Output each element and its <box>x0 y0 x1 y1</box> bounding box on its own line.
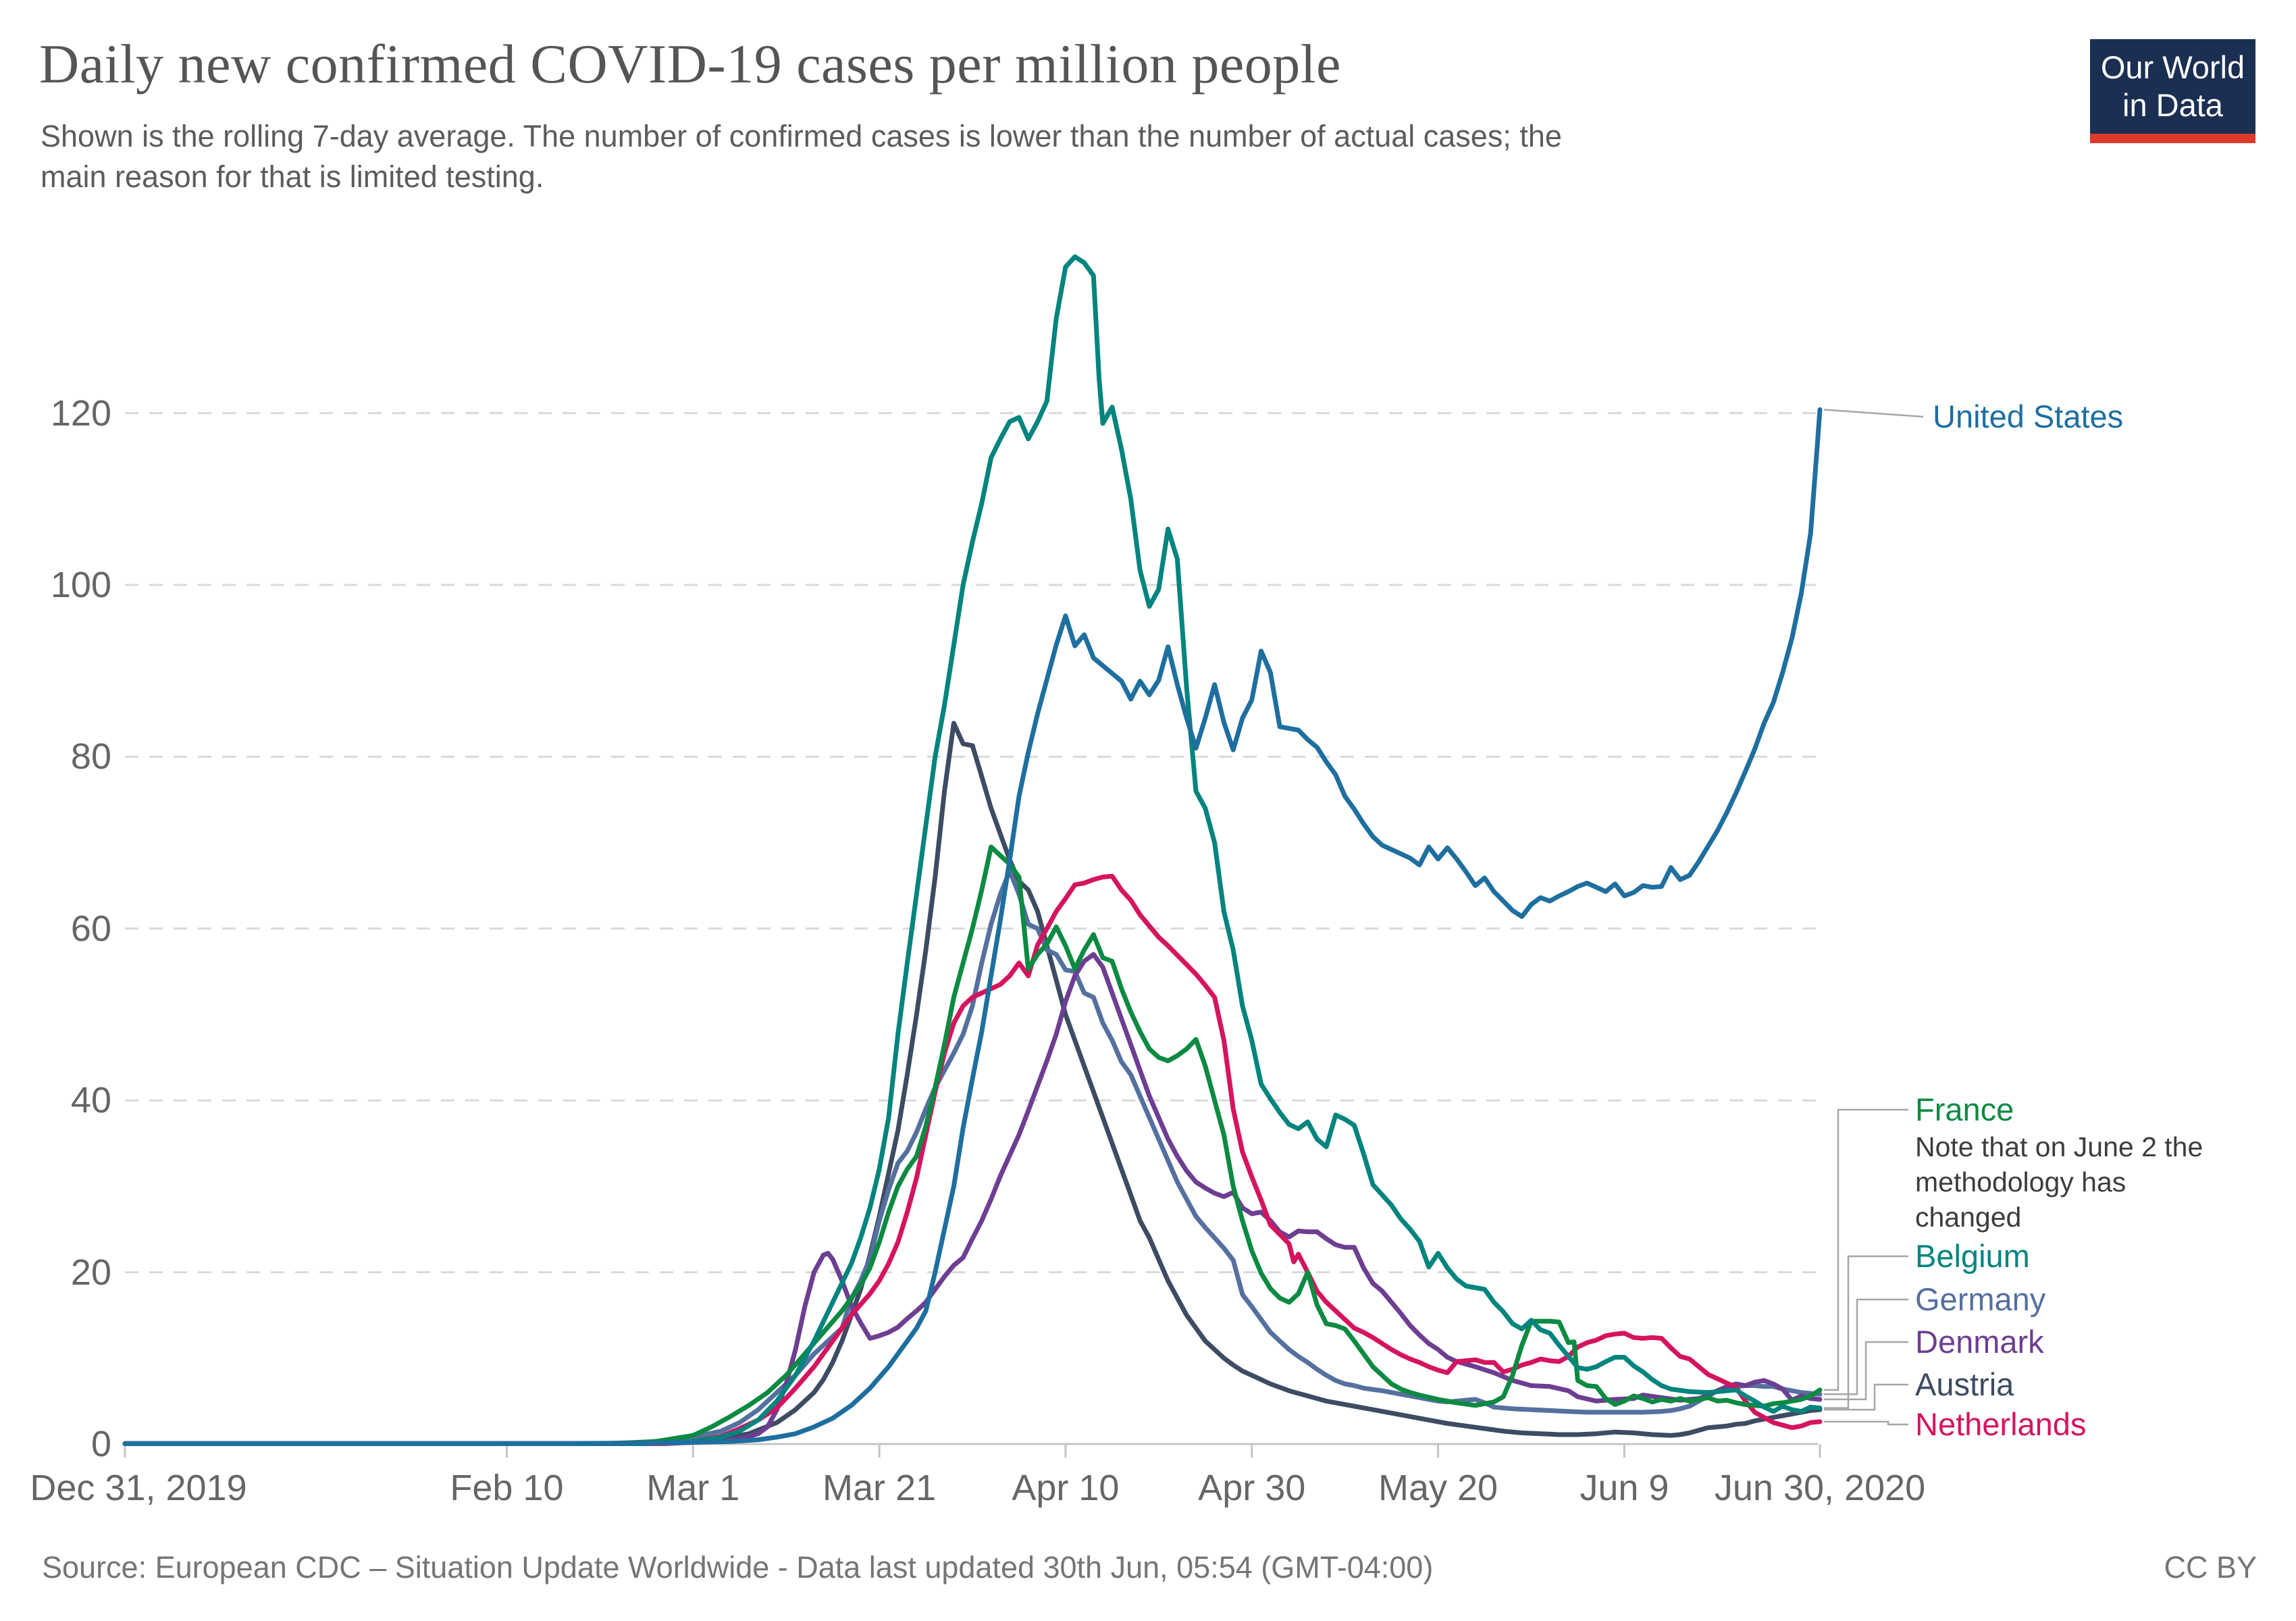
chart-title: Daily new confirmed COVID-19 cases per m… <box>39 33 1341 95</box>
series-line-belgium[interactable] <box>122 254 1823 1446</box>
owid-logo-line2: in Data <box>2122 87 2223 123</box>
series-label-austria[interactable]: Austria <box>1915 1366 2014 1402</box>
x-tick-label: Mar 1 <box>646 1468 740 1508</box>
x-tick-label: Dec 31, 2019 <box>30 1468 247 1508</box>
y-tick-label-20: 20 <box>70 1252 111 1293</box>
y-tick-label-0: 0 <box>90 1424 111 1464</box>
legend-connector-united-states <box>1823 409 1924 418</box>
series-line-austria[interactable] <box>122 721 1823 1446</box>
series-label-netherlands[interactable]: Netherlands <box>1915 1406 2087 1442</box>
annotation-note-line1: Note that on June 2 the <box>1915 1131 2203 1162</box>
series-label-belgium[interactable]: Belgium <box>1915 1238 2030 1274</box>
series-label-germany[interactable]: Germany <box>1915 1281 2046 1317</box>
y-tick-label-100: 100 <box>50 565 111 605</box>
series-label-france[interactable]: France <box>1915 1091 2014 1127</box>
series-line-denmark[interactable] <box>122 952 1823 1446</box>
y-tick-label-120: 120 <box>50 392 111 434</box>
legend-connector-belgium <box>1824 1255 1908 1409</box>
series-line-united-states[interactable] <box>122 407 1823 1446</box>
x-tick-label: May 20 <box>1378 1468 1498 1508</box>
series-line-germany[interactable] <box>122 869 1823 1446</box>
x-tick-label: Apr 30 <box>1198 1468 1306 1508</box>
annotation-note-line2: methodology has <box>1915 1166 2127 1198</box>
source-note: Source: European CDC – Situation Update … <box>42 1550 1434 1585</box>
legend-connector-denmark <box>1824 1341 1908 1401</box>
legend-connector-france <box>1824 1108 1908 1391</box>
owid-logo-line1: Our World <box>2100 49 2245 85</box>
series-label-united-states[interactable]: United States <box>1933 398 2124 434</box>
chart-subtitle-line2: main reason for that is limited testing. <box>41 159 544 194</box>
x-tick-label: Jun 30, 2020 <box>1714 1468 1926 1508</box>
x-tick-label: Mar 21 <box>823 1468 937 1508</box>
annotation-note-line3: changed <box>1915 1202 2022 1233</box>
legend-connector-netherlands <box>1824 1420 1908 1426</box>
chart-subtitle: Shown is the rolling 7-day average. The … <box>41 116 2039 197</box>
legend-connector-germany <box>1824 1298 1908 1395</box>
legend-connector-austria <box>1824 1383 1908 1411</box>
series-label-denmark[interactable]: Denmark <box>1915 1324 2044 1360</box>
owid-logo[interactable]: Our World in Data <box>2090 39 2255 143</box>
chart-subtitle-line1: Shown is the rolling 7-day average. The … <box>41 119 1562 153</box>
series-line-netherlands[interactable] <box>122 873 1823 1446</box>
x-tick-label: Apr 10 <box>1012 1468 1120 1508</box>
x-tick-label: Feb 10 <box>450 1468 564 1508</box>
series-line-france[interactable] <box>122 844 1823 1446</box>
y-tick-label-80: 80 <box>70 736 111 777</box>
owid-logo-red-strip <box>2090 134 2255 143</box>
license-link[interactable]: CC BY <box>2164 1550 2257 1585</box>
y-tick-label-40: 40 <box>70 1080 111 1121</box>
y-tick-label-60: 60 <box>70 908 111 949</box>
x-tick-label: Jun 9 <box>1580 1468 1669 1508</box>
